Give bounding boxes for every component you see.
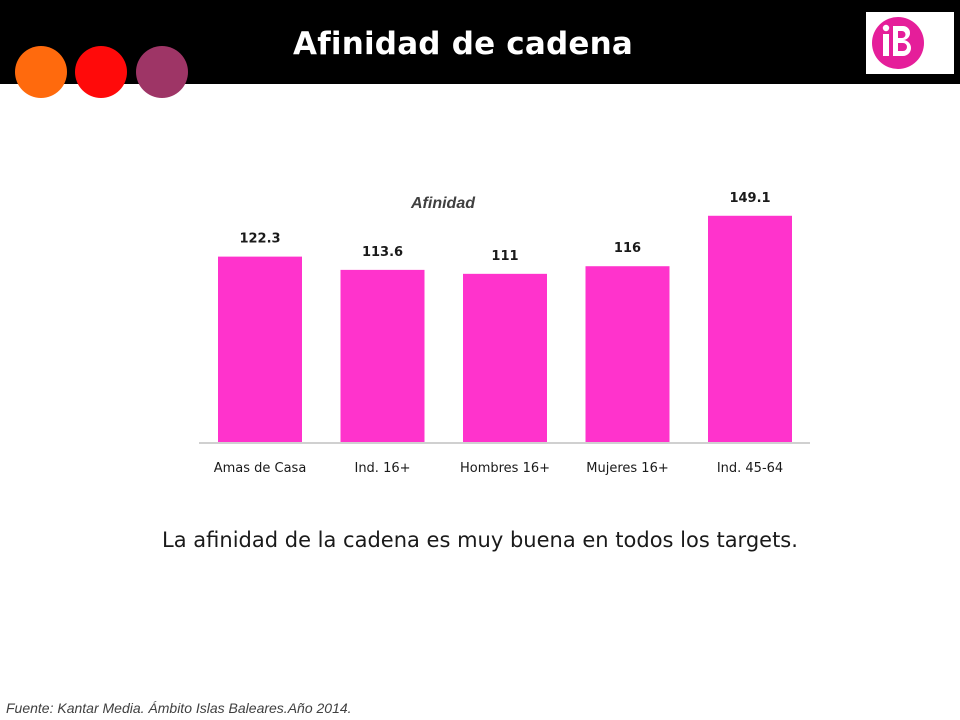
x-tick-label: Hombres 16+ [460,461,550,476]
chart-title: Afinidad [410,195,476,212]
bar-value-label: 122.3 [239,232,280,247]
bar [708,215,792,443]
decor-circle-red [75,46,127,98]
bar [585,266,670,443]
bar [463,273,547,443]
x-tick-label: Ind. 45-64 [717,461,783,476]
bar [218,256,302,443]
summary-caption: La afinidad de la cadena es muy buena en… [162,528,798,552]
bar-value-label: 111 [491,249,518,264]
bar-value-label: 116 [614,241,641,256]
x-tick-label: Ind. 16+ [354,461,410,476]
source-note: Fuente: Kantar Media. Ámbito Islas Balea… [6,700,352,716]
page-title: Afinidad de cadena [293,26,633,62]
decor-circle-orange [15,46,67,98]
bar [340,269,425,443]
ib3-logo [866,12,954,74]
bar-value-label: 149.1 [729,191,770,206]
x-tick-label: Amas de Casa [214,461,307,476]
decor-circle-purple [136,46,188,98]
x-tick-label: Mujeres 16+ [586,461,668,476]
bar-value-label: 113.6 [362,245,403,260]
